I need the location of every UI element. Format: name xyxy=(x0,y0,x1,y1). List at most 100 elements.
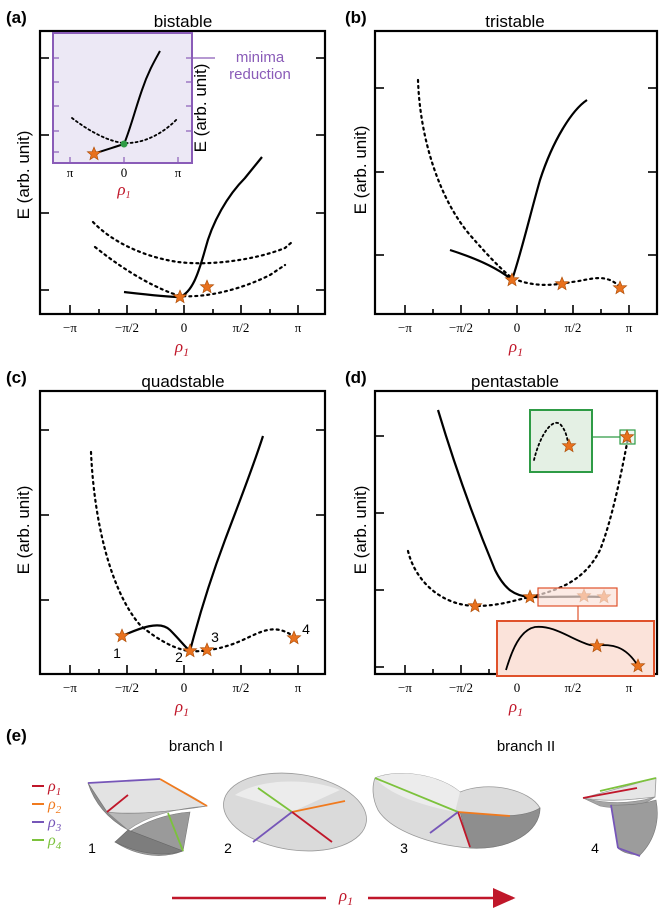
y-axis-label: E (arb. unit) xyxy=(14,131,33,220)
crease-rho3 xyxy=(617,847,641,857)
energy-landscape-curve xyxy=(89,450,295,653)
stable-state-star xyxy=(114,628,130,643)
x-tick-label: −π/2 xyxy=(449,320,473,335)
panel-title: pentastable xyxy=(471,372,559,391)
x-tick-label: −π xyxy=(63,680,77,695)
x-tick-label: π/2 xyxy=(565,320,582,335)
inset-ticks xyxy=(53,57,192,163)
branch-label: branch I xyxy=(169,738,223,755)
crease-rho2 xyxy=(159,778,208,807)
panel-label: (d) xyxy=(345,368,367,387)
crease-rho1 xyxy=(582,787,638,799)
panel-a: (a) bistable −π −π/2 0 π/2 π ρ1 E (arb. … xyxy=(6,8,327,359)
x-tick-labels: −π −π/2 0 π/2 π xyxy=(63,680,302,695)
legend-item: ρ4 xyxy=(47,832,62,852)
panel-d: (d) pentastable −π −π/2 0 π/2 π ρ1 E (ar… xyxy=(345,368,659,719)
stable-state-star xyxy=(172,289,188,304)
panel-label: (c) xyxy=(6,368,27,387)
x-tick-label: −π/2 xyxy=(115,320,139,335)
shape-face xyxy=(375,773,460,812)
branch-label: branch II xyxy=(497,738,555,755)
origami-shape-3: 3 xyxy=(372,773,541,856)
path-curve xyxy=(449,99,588,282)
inset-x-tick: π xyxy=(67,165,74,180)
origami-shape-1: 1 xyxy=(87,778,208,856)
state-number: 4 xyxy=(302,621,310,637)
stable-state-star xyxy=(522,589,538,604)
inset-note: reduction xyxy=(229,66,291,83)
crease-rho4 xyxy=(599,777,657,792)
x-tick-label: π/2 xyxy=(233,680,250,695)
shape-number: 4 xyxy=(591,840,599,856)
path-curve xyxy=(123,156,263,299)
shape-number: 3 xyxy=(400,840,408,856)
y-axis-label: E (arb. unit) xyxy=(351,126,370,215)
y-axis-label: E (arb. unit) xyxy=(351,486,370,575)
crease-rho4 xyxy=(374,777,459,813)
inset-path-curve xyxy=(92,50,161,155)
inset-path-curve xyxy=(505,626,639,671)
y-axis-label: E (arb. unit) xyxy=(14,486,33,575)
panel-e: (e) branch I branch II ρ1 ρ2 ρ3 ρ4 1 xyxy=(6,726,658,908)
crease-rho4 xyxy=(167,812,184,852)
state-number: 1 xyxy=(113,645,121,661)
x-tick-label: π/2 xyxy=(565,680,582,695)
x-tick-label: −π xyxy=(63,320,77,335)
panel-title: bistable xyxy=(154,12,213,31)
crease-rho2 xyxy=(457,811,511,817)
panel-c: (c) quadstable −π −π/2 0 π/2 π ρ1 E (arb… xyxy=(6,368,327,719)
energy-landscape-curve xyxy=(406,436,630,608)
inset-note: minima xyxy=(236,49,285,66)
crease-rho2 xyxy=(291,800,346,813)
shape-number: 2 xyxy=(224,840,232,856)
crease-rho1 xyxy=(106,794,129,813)
x-tick-label: π xyxy=(626,320,633,335)
x-tick-label: −π xyxy=(398,320,412,335)
inset-y-label: E (arb. unit) xyxy=(191,64,210,153)
crease-rho1 xyxy=(457,811,471,848)
shape-face xyxy=(610,799,658,856)
x-tick-label: π xyxy=(295,680,302,695)
crease-rho3 xyxy=(610,804,619,849)
x-axis-label: ρ1 xyxy=(508,337,523,359)
panel-b: (b) tristable −π −π/2 0 π/2 π ρ1 E (arb.… xyxy=(345,8,659,359)
x-tick-labels: −π −π/2 0 π/2 π xyxy=(398,320,633,335)
panel-title: tristable xyxy=(485,12,545,31)
ticks xyxy=(375,87,657,314)
x-tick-label: −π xyxy=(398,680,412,695)
x-tick-label: −π/2 xyxy=(115,680,139,695)
arrow-label-bg xyxy=(326,886,368,908)
panel-label: (e) xyxy=(6,726,27,745)
legend-item: ρ2 xyxy=(47,796,62,816)
inset-minima-reduction: π 0 π ρ1 E (arb. unit) minima reduction xyxy=(52,32,291,201)
crease-rho3 xyxy=(252,811,293,843)
x-tick-label: −π/2 xyxy=(449,680,473,695)
x-tick-label: 0 xyxy=(181,320,188,335)
inset-frame xyxy=(496,620,655,677)
energy-landscape-curve xyxy=(416,78,622,289)
inset-green-zoom xyxy=(529,409,636,473)
origami-shape-4: 4 xyxy=(582,777,658,857)
inset-dotted-curve xyxy=(533,421,569,461)
zoom-box xyxy=(537,587,618,607)
inset-x-tick: 0 xyxy=(121,165,128,180)
x-axis-label: ρ1 xyxy=(508,697,523,719)
x-axis-label: ρ1 xyxy=(174,697,189,719)
inset-red-zoom xyxy=(496,587,655,677)
crease-rho3 xyxy=(87,778,161,784)
state-number: 3 xyxy=(211,629,219,645)
path-curve xyxy=(121,435,265,653)
x-tick-label: π/2 xyxy=(233,320,250,335)
y-ticks xyxy=(40,57,325,314)
state-number: 2 xyxy=(175,649,183,665)
plot-frame xyxy=(38,389,327,676)
x-tick-labels: −π −π/2 0 π/2 π xyxy=(63,320,302,335)
crease-rho1 xyxy=(291,811,333,843)
ticks xyxy=(40,429,325,674)
x-tick-label: 0 xyxy=(514,320,521,335)
x-tick-labels: −π −π/2 0 π/2 π xyxy=(398,680,633,695)
plot-frame xyxy=(38,29,327,316)
stable-state-star xyxy=(504,272,520,287)
crease-rho4 xyxy=(257,787,293,813)
